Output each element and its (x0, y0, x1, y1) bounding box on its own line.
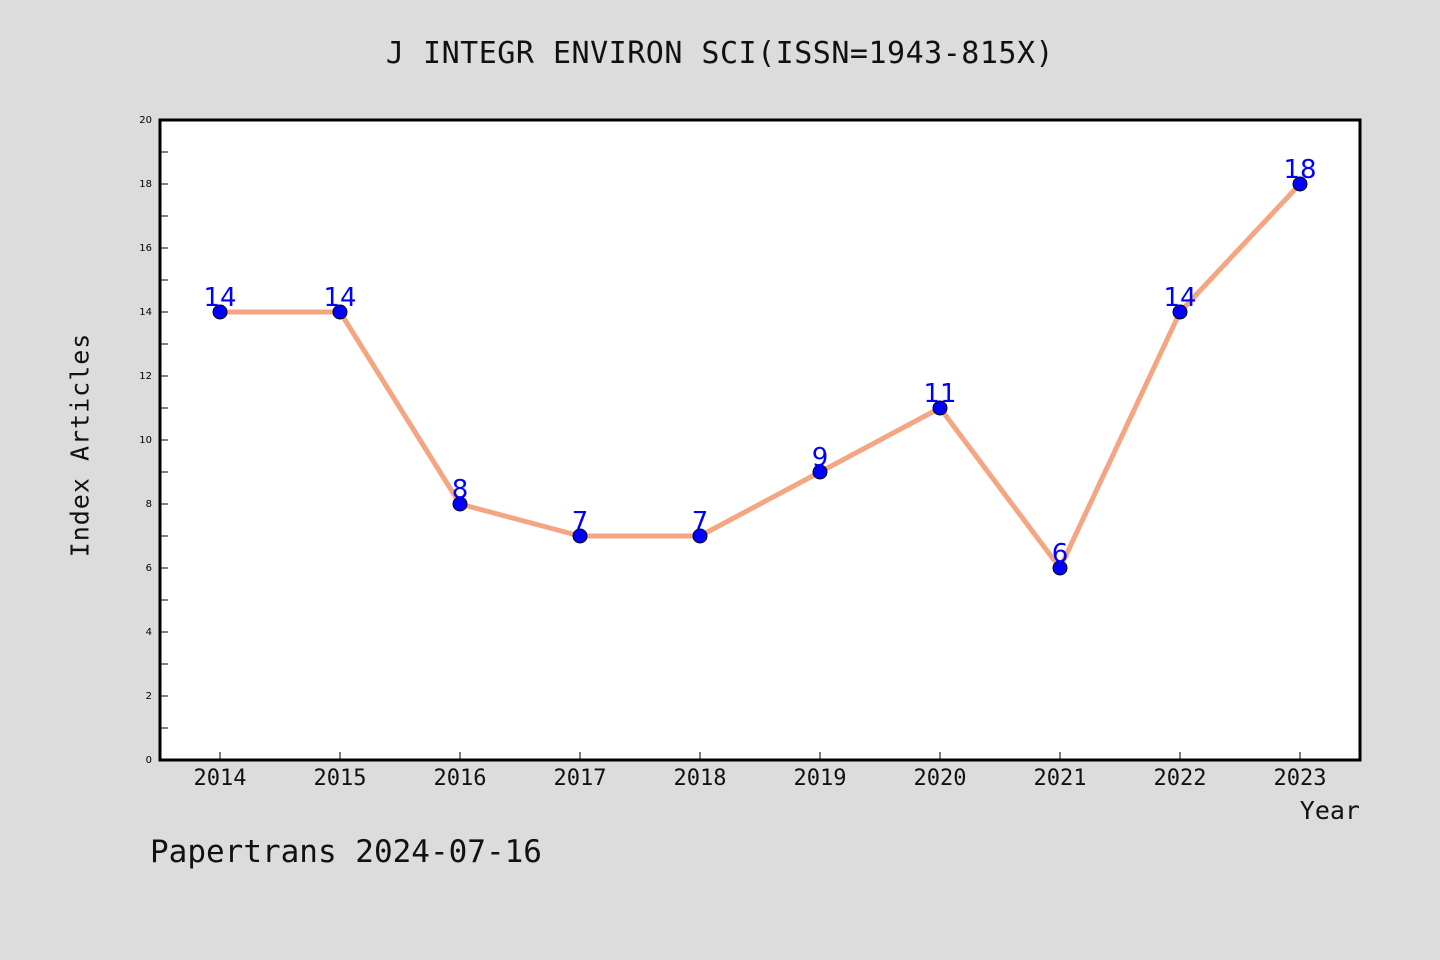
data-point (572, 528, 588, 544)
y-tick-label: 20 (139, 115, 152, 126)
data-label: 11 (923, 379, 956, 409)
data-label: 9 (812, 443, 829, 473)
data-label: 14 (203, 283, 236, 313)
data-label: 18 (1283, 155, 1316, 185)
x-tick-label: 2021 (1034, 766, 1087, 791)
data-label: 7 (692, 507, 709, 537)
x-tick-label: 2014 (194, 766, 247, 791)
plot-area (158, 118, 1362, 762)
x-tick-label: 2017 (554, 766, 607, 791)
data-point (812, 464, 828, 480)
data-point (332, 304, 348, 320)
footer-credit: Papertrans 2024-07-16 (150, 834, 542, 870)
y-tick-label: 10 (139, 435, 152, 446)
y-axis-label: Index Articles (65, 332, 95, 558)
series-line (220, 182, 1302, 571)
data-point (692, 528, 708, 544)
y-tick-label: 12 (139, 371, 152, 382)
data-label: 8 (452, 475, 469, 505)
y-tick-label: 8 (146, 499, 152, 510)
x-tick-label: 2015 (314, 766, 367, 791)
data-label: 7 (572, 507, 589, 537)
y-tick-label: 0 (146, 755, 152, 766)
x-tick-label: 2016 (434, 766, 487, 791)
data-label: 14 (1163, 283, 1196, 313)
data-label: 6 (1052, 539, 1069, 569)
y-tick-label: 6 (146, 563, 152, 574)
x-tick-label: 2018 (674, 766, 727, 791)
y-tick-label: 18 (139, 179, 152, 190)
chart-title: J INTEGR ENVIRON SCI(ISSN=1943-815X) (385, 36, 1055, 71)
data-point (1052, 560, 1068, 576)
y-tick-label: 14 (139, 307, 152, 318)
data-label: 14 (323, 283, 356, 313)
data-point (932, 400, 948, 416)
x-tick-label: 2023 (1274, 766, 1327, 791)
x-axis-label: Year (1299, 796, 1360, 825)
data-point (452, 496, 468, 512)
data-point (1172, 304, 1188, 320)
y-tick-label: 4 (146, 627, 152, 638)
x-tick-label: 2022 (1154, 766, 1207, 791)
y-tick-label: 16 (139, 243, 152, 254)
x-tick-label: 2019 (794, 766, 847, 791)
x-tick-label: 2020 (914, 766, 967, 791)
data-point (212, 304, 228, 320)
y-tick-label: 2 (146, 691, 152, 702)
data-point (1292, 176, 1308, 192)
